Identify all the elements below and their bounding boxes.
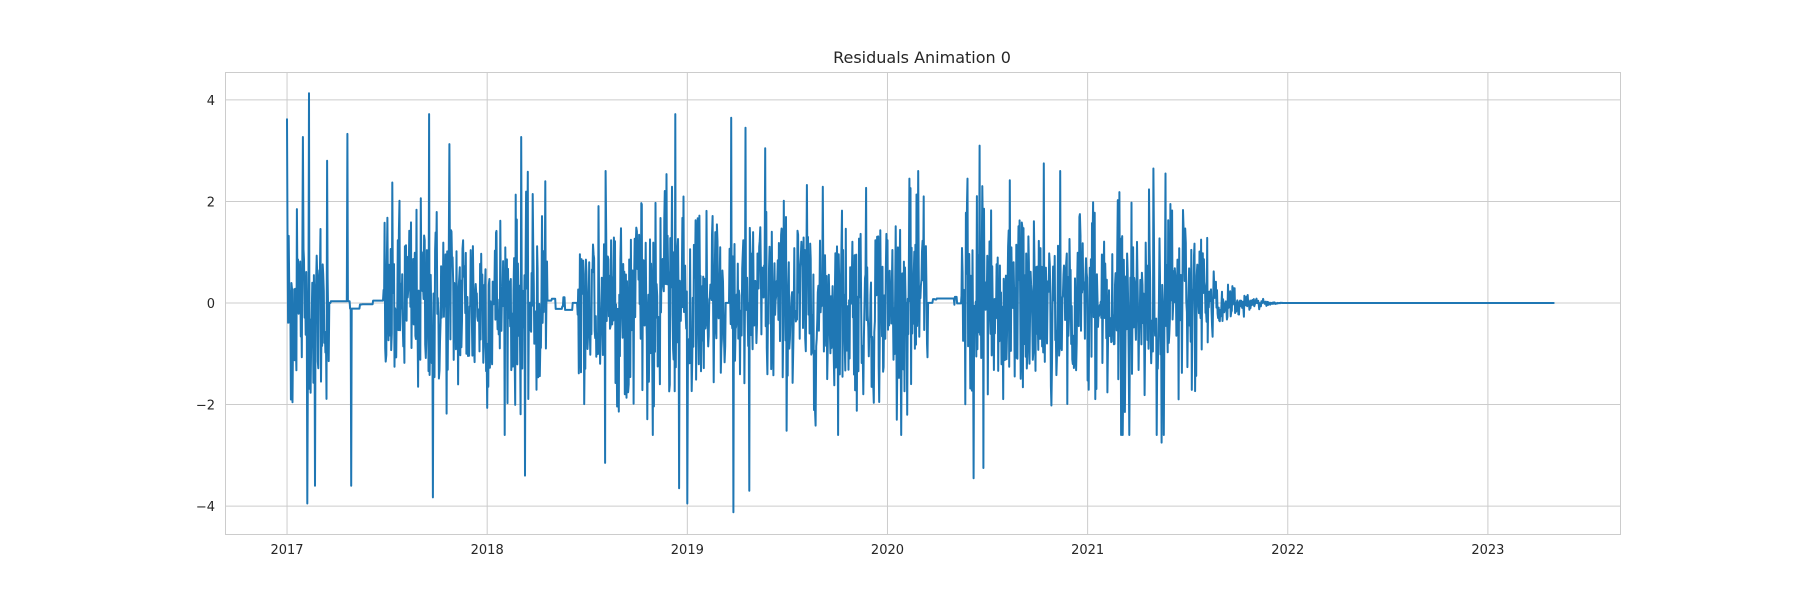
- x-tick-label: 2022: [1271, 543, 1304, 558]
- chart-title: Residuals Animation 0: [833, 48, 1011, 67]
- x-tick-label: 2020: [871, 543, 904, 558]
- tick-labels: 2017 2018 2019 2020 2021 2022 2023 −4 −2 0 2 4: [196, 94, 1505, 558]
- x-tick-label: 2017: [270, 543, 303, 558]
- y-tick-label: 2: [207, 195, 215, 210]
- y-tick-label: −4: [196, 500, 215, 515]
- x-tick-label: 2019: [671, 543, 704, 558]
- y-tick-label: −2: [196, 399, 215, 414]
- x-tick-label: 2021: [1071, 543, 1104, 558]
- residuals-series-line: [286, 92, 1555, 514]
- x-tick-label: 2018: [471, 543, 504, 558]
- x-tick-label: 2023: [1471, 543, 1504, 558]
- y-tick-label: 4: [207, 94, 215, 109]
- y-tick-label: 0: [207, 297, 215, 312]
- series-layer: [286, 92, 1555, 514]
